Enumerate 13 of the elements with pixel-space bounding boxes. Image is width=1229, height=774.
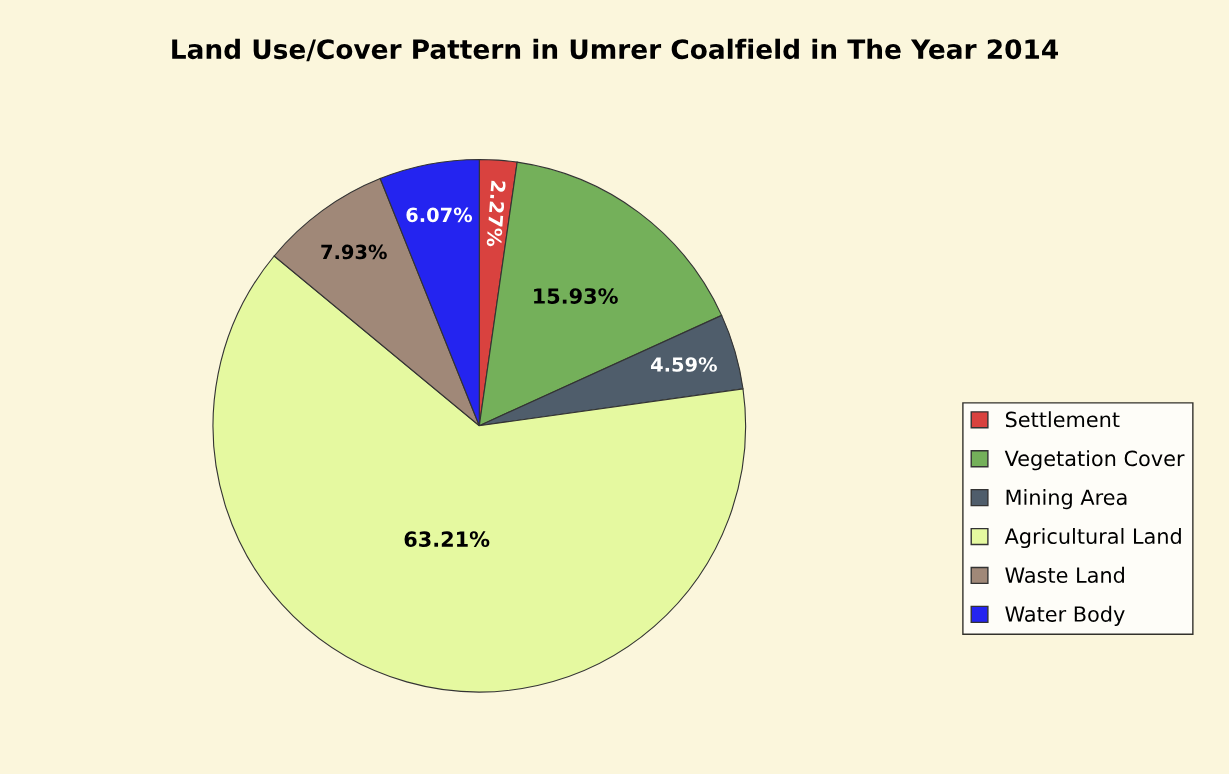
- legend-label: Vegetation Cover: [1004, 450, 1185, 471]
- data-label: 6.07%: [406, 207, 473, 223]
- legend-label: Settlement: [1005, 411, 1120, 428]
- data-label: 63.21%: [404, 531, 490, 548]
- data-label: 7.93%: [321, 244, 387, 260]
- chart-title: Land Use/Cover Pattern in Umrer Coalfield in The Year 2014: [172, 38, 1058, 62]
- legend-label: Agricultural Land: [1004, 527, 1181, 549]
- legend-label: Water Body: [1005, 605, 1125, 626]
- data-label: 15.93%: [534, 288, 618, 304]
- legend-label: Mining Area: [1006, 489, 1127, 510]
- data-label: 2.27%: [486, 180, 506, 247]
- legend-label: Waste Land: [1005, 566, 1124, 583]
- data-label: 4.59%: [650, 357, 717, 372]
